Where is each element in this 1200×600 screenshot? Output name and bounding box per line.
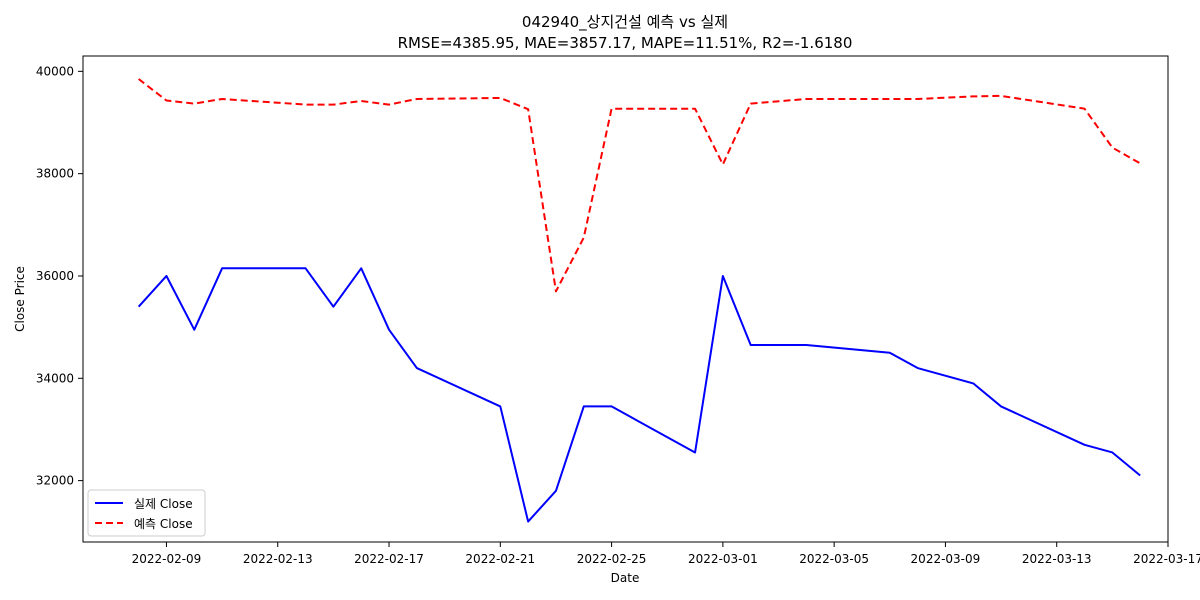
x-tick-label: 2022-03-17 (1133, 552, 1200, 566)
x-tick-label: 2022-02-09 (132, 552, 202, 566)
x-tick-label: 2022-02-13 (243, 552, 313, 566)
x-tick-label: 2022-03-05 (799, 552, 869, 566)
x-tick-label: 2022-03-13 (1022, 552, 1092, 566)
plot-area-frame (82, 55, 1169, 543)
y-axis-label: Close Price (13, 266, 27, 332)
y-axis-ticks: 32000 34000 36000 38000 40000 (36, 64, 83, 488)
y-tick-label: 36000 (36, 269, 74, 283)
chart-subtitle: RMSE=4385.95, MAE=3857.17, MAPE=11.51%, … (398, 34, 853, 52)
y-tick-label: 32000 (36, 474, 74, 488)
legend-box (87, 489, 206, 537)
y-tick-label: 40000 (36, 64, 74, 78)
y-tick-label: 38000 (36, 167, 74, 181)
series-lines (137, 78, 1141, 523)
x-tick-label: 2022-02-21 (465, 552, 535, 566)
y-tick-label: 34000 (36, 371, 74, 385)
legend-label-actual: 실제 Close (134, 497, 193, 511)
series-line-1 (138, 78, 1141, 293)
x-axis-ticks: 2022-02-09 2022-02-13 2022-02-17 2022-02-21… (132, 542, 1200, 566)
chart-title: 042940_상지건설 예측 vs 실제 (522, 13, 728, 32)
legend: 실제 Close 예측 Close (87, 489, 206, 537)
x-tick-label: 2022-02-25 (577, 552, 647, 566)
x-tick-label: 2022-03-09 (911, 552, 981, 566)
x-tick-label: 2022-03-01 (688, 552, 758, 566)
series-line-0 (137, 267, 1141, 523)
legend-label-predicted: 예측 Close (134, 517, 193, 531)
x-axis-label: Date (611, 571, 640, 585)
x-tick-label: 2022-02-17 (354, 552, 424, 566)
